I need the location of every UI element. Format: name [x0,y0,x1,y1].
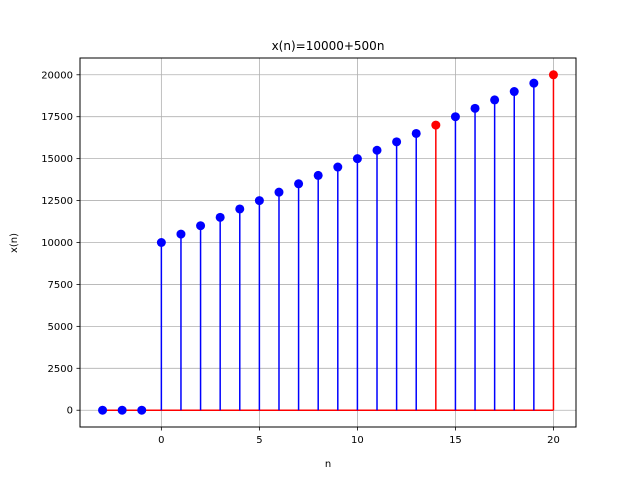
y-tick-label: 15000 [41,154,73,165]
stem-marker [431,120,441,130]
y-tick-label: 5000 [48,322,73,333]
y-tick-label: 2500 [48,364,73,375]
y-axis-label: x(n) [9,233,20,253]
stem-marker [392,137,402,147]
stem-marker [509,87,519,97]
stem-marker [490,95,500,105]
x-axis-ticks: 0 5 10 15 20 [158,427,560,446]
stem-marker [274,187,284,197]
stem-marker [156,238,166,247]
stem-marker [529,78,539,88]
stem-marker [352,154,362,164]
stem-marker [196,221,206,231]
stem-marker [117,405,127,415]
x-tick-label: 15 [449,435,462,446]
stems [160,74,555,411]
y-tick-label: 20000 [41,70,73,81]
x-tick-label: 20 [547,435,560,446]
stem-marker [235,204,245,214]
stem-marker [313,170,323,180]
x-tick-label: 10 [351,435,364,446]
y-tick-label: 7500 [48,280,73,291]
y-tick-label: 0 [67,406,73,417]
stem-marker [254,196,264,206]
stem-marker [294,179,304,189]
y-tick-label: 17500 [41,112,73,123]
stem-marker [98,405,108,415]
x-tick-label: 0 [158,435,164,446]
y-tick-label: 10000 [41,238,73,249]
stem-marker [470,103,480,113]
chart-title: x(n)=10000+500n [272,39,385,53]
stem-marker [548,70,558,80]
y-axis-ticks: 0 2500 5000 7500 10000 12500 15000 17500 20000 [41,70,80,417]
x-axis-label: n [325,459,331,470]
stem-marker [176,229,186,239]
stem-marker [450,112,460,122]
stem-marker [137,405,147,415]
y-tick-label: 12500 [41,196,73,207]
stem-marker [215,212,225,222]
markers [98,70,558,415]
x-tick-label: 5 [256,435,262,446]
stem-marker [372,145,382,155]
stem-marker [333,162,343,172]
stem-marker [411,128,421,138]
